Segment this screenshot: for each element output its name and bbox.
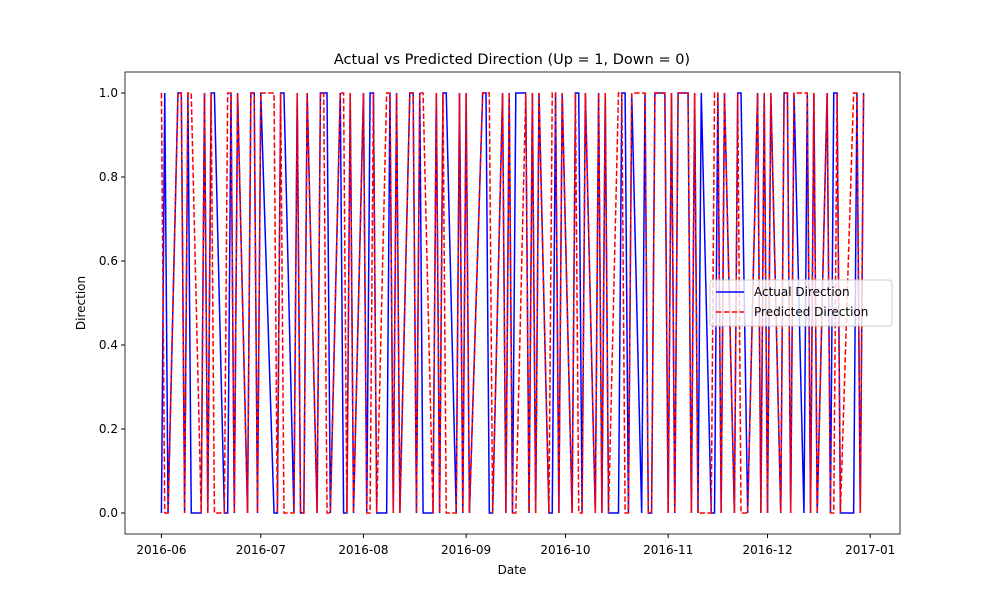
legend-box [709, 279, 893, 327]
plot-frame [124, 71, 901, 535]
y-tick-label: 1.0 [99, 86, 118, 100]
x-tick-label: 2017-01 [845, 543, 895, 557]
y-tick-label: 0.6 [99, 254, 118, 268]
chart-title: Actual vs Predicted Direction (Up = 1, D… [334, 52, 690, 68]
x-tick-label: 2016-10 [540, 543, 590, 557]
legend-label: Actual Direction [754, 285, 850, 299]
y-tick-label: 0.4 [99, 338, 118, 352]
legend: Actual Direction Predicted Direction [709, 279, 893, 327]
data-line [160, 92, 865, 514]
x-tick-label: 2016-11 [643, 543, 693, 557]
x-tick-label: 2016-09 [441, 543, 491, 557]
x-tick-label: 2016-06 [136, 543, 186, 557]
x-axis-label: Date [498, 563, 527, 577]
y-tick-label: 0.0 [99, 506, 118, 520]
x-tick-label: 2016-08 [338, 543, 388, 557]
x-tick-label: 2016-12 [742, 543, 792, 557]
y-tick-label: 0.8 [99, 170, 118, 184]
legend-label: Predicted Direction [754, 305, 868, 319]
y-axis-label: Direction [74, 276, 88, 330]
x-tick-label: 2016-07 [236, 543, 286, 557]
y-tick-label: 0.2 [99, 422, 118, 436]
